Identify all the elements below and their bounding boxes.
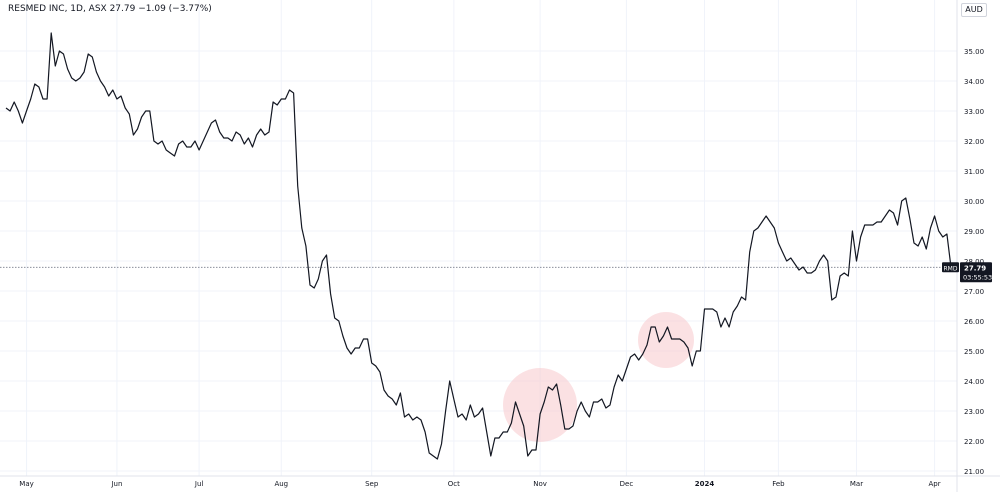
x-axis: May Jun Jul Aug Sep Oct Nov Dec 2024 Feb Mar Apr bbox=[19, 480, 940, 488]
highlight-circle bbox=[503, 368, 577, 442]
y-tick-label: 21.00 bbox=[964, 468, 984, 476]
currency-button[interactable]: AUD bbox=[961, 3, 987, 17]
x-tick-label: 2024 bbox=[695, 480, 715, 488]
legend-symbol: RESMED INC, 1D, ASX bbox=[8, 4, 107, 14]
legend-change: −1.09 (−3.77%) bbox=[138, 4, 212, 14]
price-tag-bg bbox=[960, 262, 992, 283]
y-tick-label: 25.00 bbox=[964, 348, 984, 356]
y-tick-label: 22.00 bbox=[964, 438, 984, 446]
x-tick-label: Jul bbox=[194, 480, 204, 488]
price-series bbox=[5, 32, 953, 460]
x-tick-label: Feb bbox=[772, 480, 785, 488]
y-tick-label: 32.00 bbox=[964, 138, 984, 146]
y-tick-label: 27.00 bbox=[964, 288, 984, 296]
x-tick-label: Dec bbox=[620, 480, 634, 488]
y-tick-label: 29.00 bbox=[964, 228, 984, 236]
x-tick-label: Jun bbox=[110, 480, 122, 488]
y-tick-label: 24.00 bbox=[964, 378, 984, 386]
highlight-circle bbox=[638, 312, 694, 368]
x-tick-label: Apr bbox=[929, 480, 941, 488]
y-tick-label: 35.00 bbox=[964, 48, 984, 56]
y-tick-label: 31.00 bbox=[964, 168, 984, 176]
y-tick-label: 28.00 bbox=[964, 258, 984, 266]
y-axis: 35.00 34.00 33.00 32.00 31.00 30.00 29.00 28.00… bbox=[964, 48, 984, 476]
x-tick-label: Sep bbox=[365, 480, 379, 488]
price-line bbox=[5, 32, 952, 460]
ticker-tag-bg bbox=[942, 262, 959, 273]
y-tick-label: 26.00 bbox=[964, 318, 984, 326]
ticker-tag: RMD bbox=[944, 265, 958, 272]
symbol-legend: RESMED INC, 1D, ASX 27.79 −1.09 (−3.77%) bbox=[8, 4, 212, 14]
x-tick-label: Mar bbox=[850, 480, 863, 488]
x-tick-label: May bbox=[19, 480, 33, 488]
y-tick-label: 23.00 bbox=[964, 408, 984, 416]
y-tick-label: 33.00 bbox=[964, 108, 984, 116]
y-tick-label: 30.00 bbox=[964, 198, 984, 206]
y-tick-label: 34.00 bbox=[964, 78, 984, 86]
legend-last: 27.79 bbox=[109, 4, 136, 14]
x-tick-label: Oct bbox=[448, 480, 460, 488]
highlights bbox=[503, 312, 694, 442]
x-tick-label: Aug bbox=[274, 480, 288, 488]
countdown-label: 03:55:53 bbox=[963, 273, 992, 281]
x-tick-label: Nov bbox=[533, 480, 547, 488]
price-tag-value: 27.79 bbox=[964, 264, 986, 272]
